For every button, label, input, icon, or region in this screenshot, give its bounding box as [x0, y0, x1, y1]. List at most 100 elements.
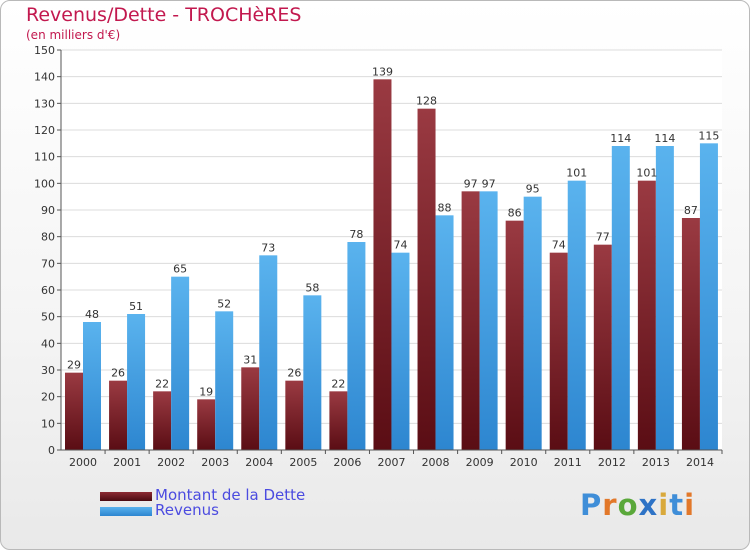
bar-debt-2003 [197, 399, 216, 450]
bar-revenue-2009 [479, 191, 498, 451]
bar-revenue-2007 [391, 252, 410, 450]
data-label-debt-2006: 22 [331, 377, 345, 390]
bar-revenue-2014 [699, 143, 718, 451]
data-label-revenue-2009: 97 [482, 177, 496, 190]
bar-debt-2010 [505, 220, 524, 450]
y-tick-label: 150 [34, 44, 55, 57]
x-tick-label: 2012 [598, 456, 626, 469]
y-tick-label: 50 [41, 311, 55, 324]
x-tick-label: 2009 [466, 456, 494, 469]
data-label-revenue-2005: 58 [305, 281, 319, 294]
data-label-revenue-2008: 88 [438, 201, 452, 214]
bar-debt-2004 [241, 367, 260, 450]
bar-revenue-2001 [127, 314, 146, 450]
y-tick-label: 0 [48, 444, 55, 457]
bar-debt-2013 [637, 180, 656, 450]
label-layer: 29 48 26 51 22 65 19 52 31 73 26 58 22 78 139 74 128 88 97… [67, 65, 719, 398]
y-tick-label: 40 [41, 337, 55, 350]
x-tick-label: 2002 [157, 456, 185, 469]
y-tick-label: 130 [34, 97, 55, 110]
legend-swatch-revenue [100, 507, 152, 516]
data-label-debt-2012: 77 [596, 231, 610, 244]
x-tick-label: 2000 [69, 456, 97, 469]
logo-letter: P [580, 488, 603, 522]
logo-letter: r [602, 488, 618, 522]
data-label-debt-2010: 86 [508, 207, 522, 220]
bar-debt-2009 [461, 191, 480, 451]
data-label-revenue-2012: 114 [610, 132, 631, 145]
x-tick-label: 2011 [554, 456, 582, 469]
bar-revenue-2006 [347, 242, 366, 450]
data-label-revenue-2007: 74 [393, 239, 407, 252]
bar-revenue-2003 [215, 311, 234, 450]
y-tick-label: 60 [41, 284, 55, 297]
data-label-debt-2001: 26 [111, 367, 125, 380]
y-tick-label: 110 [34, 151, 55, 164]
bar-debt-2008 [417, 108, 436, 451]
x-tick-label: 2005 [289, 456, 317, 469]
data-label-debt-2008: 128 [416, 95, 437, 108]
bar-debt-2001 [109, 380, 128, 450]
bar-revenue-2008 [435, 215, 454, 450]
data-label-debt-2007: 139 [372, 65, 393, 78]
data-label-debt-2011: 74 [552, 239, 566, 252]
x-tick-label: 2003 [201, 456, 229, 469]
bar-debt-2011 [549, 252, 568, 450]
bar-revenue-2012 [611, 146, 630, 450]
bar-debt-2005 [285, 380, 304, 450]
logo-letter: x [638, 488, 659, 522]
legend-label-debt: Montant de la Dette [155, 486, 306, 504]
legend-swatch-debt [100, 492, 152, 501]
x-tick-label: 2010 [510, 456, 538, 469]
y-tick-label: 10 [41, 417, 55, 430]
bar-revenue-2005 [303, 295, 322, 450]
y-tick-label: 120 [34, 124, 55, 137]
bar-revenue-2004 [259, 255, 278, 450]
y-tick-label: 80 [41, 231, 55, 244]
chart-title: Revenus/Dette - TROCHèRES [26, 4, 302, 26]
data-label-revenue-2002: 65 [173, 263, 187, 276]
logo-letter: t [669, 488, 685, 522]
y-tick-label: 70 [41, 257, 55, 270]
proxiti-logo: Proxiti [580, 488, 695, 522]
bar-debt-2014 [681, 218, 700, 450]
bar-debt-2000 [65, 372, 83, 450]
y-tick-label: 90 [41, 204, 55, 217]
logo-letter: i [658, 488, 670, 522]
y-tick-label: 140 [34, 71, 55, 84]
data-label-debt-2004: 31 [243, 353, 257, 366]
bar-layer [65, 79, 718, 451]
bar-revenue-2010 [523, 196, 542, 450]
bar-revenue-2011 [567, 180, 586, 450]
bar-debt-2012 [593, 244, 612, 450]
data-label-debt-2000: 29 [67, 359, 81, 372]
data-label-revenue-2006: 78 [349, 228, 363, 241]
bar-revenue-2002 [171, 276, 190, 450]
legend-label-revenue: Revenus [155, 501, 219, 519]
x-tick-label: 2001 [113, 456, 141, 469]
logo-letter: i [684, 488, 696, 522]
bar-debt-2007 [373, 79, 392, 450]
x-tick-label: 2013 [642, 456, 670, 469]
x-tick-label: 2004 [245, 456, 273, 469]
data-label-revenue-2003: 52 [217, 297, 231, 310]
bar-revenue-2013 [655, 146, 674, 450]
data-label-revenue-2013: 114 [654, 132, 675, 145]
x-tick-label: 2008 [422, 456, 450, 469]
data-label-debt-2009: 97 [464, 177, 478, 190]
data-label-revenue-2010: 95 [526, 183, 540, 196]
x-tick-label: 2014 [686, 456, 714, 469]
data-label-debt-2005: 26 [287, 367, 301, 380]
data-label-revenue-2001: 51 [129, 300, 143, 313]
data-label-revenue-2004: 73 [261, 241, 275, 254]
bar-debt-2006 [329, 391, 348, 450]
data-label-debt-2002: 22 [155, 377, 169, 390]
data-label-revenue-2011: 101 [566, 167, 587, 180]
chart-subtitle: (en milliers d'€) [26, 28, 121, 42]
data-label-debt-2003: 19 [199, 385, 213, 398]
x-tick-label: 2007 [378, 456, 406, 469]
axis-layer: 0 10 20 30 40 50 60 70 80 90 100 110 120 130 140 150 200… [34, 44, 723, 469]
bar-revenue-2000 [83, 322, 101, 450]
y-tick-label: 20 [41, 391, 55, 404]
